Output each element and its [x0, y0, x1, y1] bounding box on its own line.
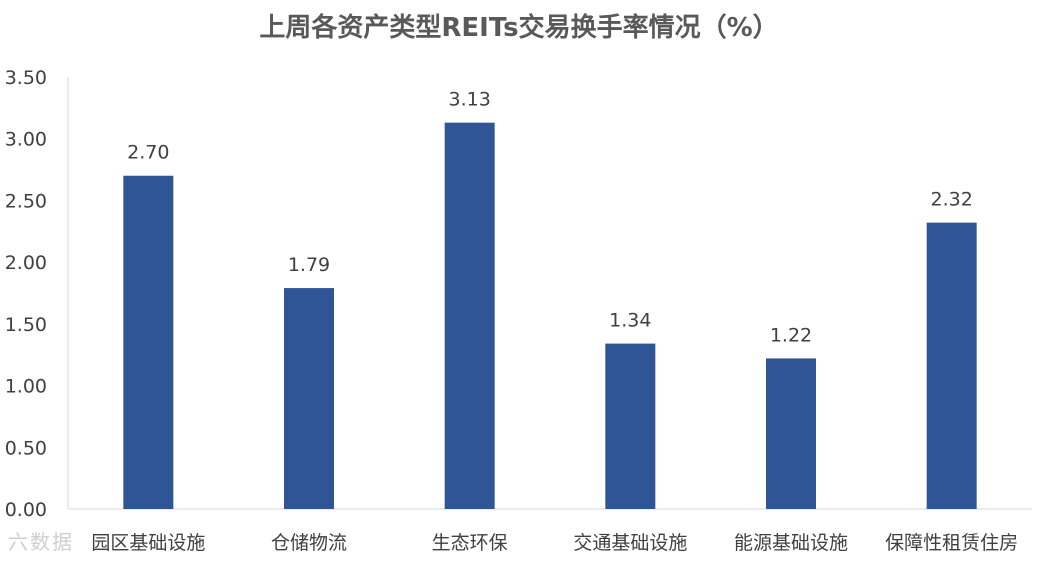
data-labels: 2.70 1.79 3.13 1.34 1.22 2.32 — [127, 89, 973, 347]
data-label-4: 1.34 — [609, 310, 651, 332]
bar-3 — [444, 122, 495, 509]
y-tick-label: 0.50 — [5, 437, 47, 459]
x-tick-label-6: 保障性租赁住房 — [885, 532, 1018, 554]
data-label-2: 1.79 — [288, 254, 330, 276]
bars — [123, 122, 977, 509]
data-label-3: 3.13 — [449, 89, 491, 111]
bar-5 — [766, 358, 816, 509]
y-tick-label: 1.50 — [5, 314, 47, 336]
y-tick-label: 2.50 — [5, 190, 47, 212]
x-tick-label-3: 生态环保 — [432, 532, 508, 554]
bar-1 — [123, 175, 174, 509]
y-tick-label: 3.50 — [5, 67, 47, 89]
x-tick-label-5: 能源基础设施 — [734, 532, 848, 554]
y-axis: 0.00 0.50 1.00 1.50 2.00 2.50 3.00 3.50 — [5, 67, 47, 521]
x-tick-label-4: 交通基础设施 — [573, 532, 687, 554]
chart-title: 上周各资产类型REITs交易换手率情况（%） — [259, 12, 778, 43]
data-label-6: 2.32 — [931, 189, 973, 211]
y-tick-label: 2.00 — [5, 252, 47, 274]
x-tick-label-1: 园区基础设施 — [91, 532, 205, 554]
bar-6 — [926, 222, 977, 509]
watermark: 六数据 — [8, 530, 74, 554]
data-label-5: 1.22 — [770, 324, 812, 346]
bar-4 — [605, 343, 656, 509]
x-tick-label-2: 仓储物流 — [271, 532, 347, 554]
y-tick-label: 0.00 — [5, 499, 47, 521]
y-tick-label: 1.00 — [5, 376, 47, 398]
bar-2 — [284, 288, 334, 509]
data-label-1: 2.70 — [127, 142, 169, 164]
x-axis: 园区基础设施 仓储物流 生态环保 交通基础设施 能源基础设施 保障性租赁住房 — [91, 532, 1018, 554]
y-tick-label: 3.00 — [5, 129, 47, 151]
